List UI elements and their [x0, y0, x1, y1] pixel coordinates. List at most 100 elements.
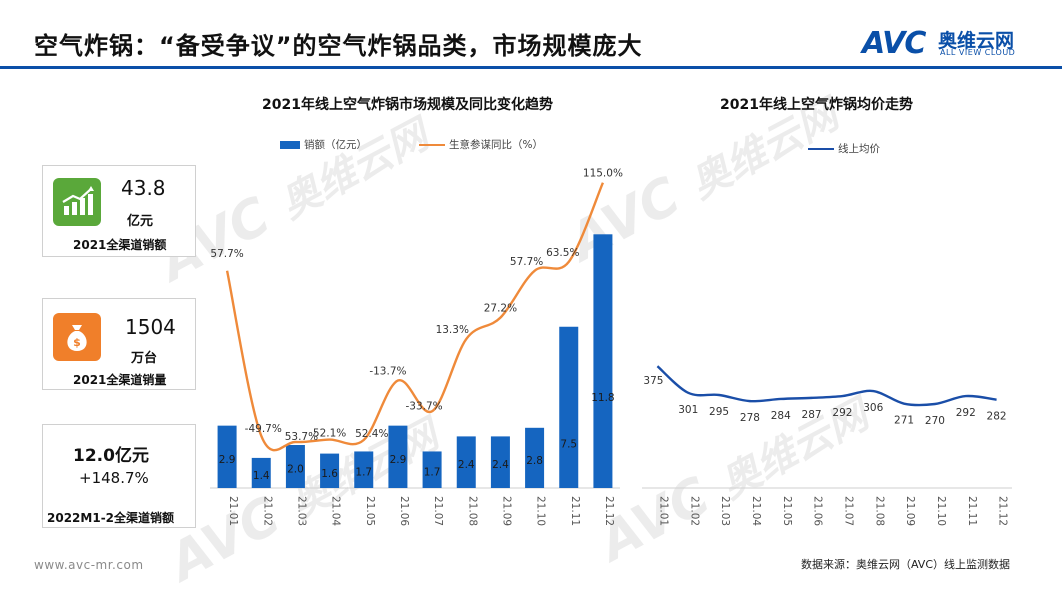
kpi-label: 2021全渠道销量: [73, 373, 167, 387]
kpi-value: 43.8: [121, 176, 166, 200]
x-tick-label: 21.09: [904, 496, 916, 526]
avg-price-chart: 21.01 21.02 21.03 21.04 21.05 21.06 21.07 21.08…: [642, 365, 1012, 526]
bar: [525, 427, 545, 488]
x-tick-label: 21.02: [688, 496, 700, 526]
bar-value-label: 2.9: [219, 454, 236, 466]
x-tick-label: 21.03: [295, 496, 307, 526]
legend-item-sales: 销额（亿元）: [304, 139, 367, 151]
bar-value-label: 1.4: [253, 470, 270, 482]
chart-legend: 销额（亿元） 生意参谋同比（%）: [280, 137, 543, 152]
bar-value-label: 11.8: [591, 392, 614, 404]
chart-title: 2021年线上空气炸锅均价走势: [720, 97, 913, 113]
kpi-value: 1504: [125, 315, 176, 339]
x-tick-label: 21.01: [227, 496, 239, 526]
x-tick-label: 21.04: [330, 496, 342, 526]
yoy-point-label: 115.0%: [583, 168, 623, 180]
bar: [456, 436, 476, 488]
yoy-point-label: 53.7%: [285, 431, 318, 443]
x-tick-label: 21.06: [812, 496, 824, 526]
kpi-label: 2021全渠道销额: [73, 238, 167, 252]
x-tick-label: 21.07: [432, 496, 444, 526]
bar-value-label: 1.6: [321, 468, 338, 480]
x-tick-label: 21.05: [364, 496, 376, 526]
kpi-card-sales-value: 43.8 亿元 2021全渠道销额: [42, 165, 196, 257]
price-point-label: 282: [987, 411, 1007, 423]
logo-english-name: ALL VIEW CLOUD: [940, 48, 1016, 57]
bar: [559, 326, 579, 488]
x-tick-label: 21.02: [261, 496, 273, 526]
legend-swatch-bar: [280, 140, 300, 149]
bar-value-label: 1.7: [424, 467, 441, 479]
x-tick-label: 21.12: [997, 496, 1009, 526]
kpi-value: 12.0亿元: [73, 446, 149, 466]
x-tick-label: 21.01: [657, 496, 669, 526]
bar: [388, 425, 408, 488]
legend-item-yoy: 生意参谋同比（%）: [449, 139, 543, 151]
kpi-unit: 亿元: [127, 214, 154, 229]
yoy-point-label: 63.5%: [546, 247, 579, 259]
price-point-label: 270: [925, 415, 945, 427]
kpi-unit: 万台: [131, 351, 158, 366]
market-size-chart: 2.9 21.01 1.4 21.02 2.0 21.03 1.6 21.04 1.7 21.05…: [210, 168, 623, 526]
header-divider: [0, 66, 1062, 69]
bar-value-label: 7.5: [560, 438, 577, 450]
bar: [251, 457, 271, 488]
x-tick-label: 21.04: [750, 496, 762, 526]
data-source-note: 数据来源：奥维云网（AVC）线上监测数据: [800, 558, 1010, 571]
svg-text:$: $: [73, 336, 81, 349]
x-tick-label: 21.09: [500, 496, 512, 526]
kpi-card-sales-volume: $ 1504 万台 2021全渠道销量: [42, 298, 196, 390]
price-point-label: 287: [802, 409, 822, 421]
kpi-growth: +148.7%: [79, 469, 149, 487]
price-point-label: 292: [832, 407, 852, 419]
bar: [217, 425, 237, 488]
bar-value-label: 2.4: [458, 459, 475, 471]
chart-legend: 线上均价: [808, 141, 880, 156]
logo-mark: AVC: [862, 26, 926, 61]
x-tick-label: 21.08: [873, 496, 885, 526]
brand-logo: AVC 奥维云网 ALL VIEW CLOUD: [862, 26, 1034, 61]
legend-swatch-line: [808, 147, 834, 150]
footer-url: www.avc-mr.com: [34, 558, 144, 572]
money-bag-icon: $: [53, 313, 101, 361]
yoy-point-label: 52.1%: [313, 428, 346, 440]
x-tick-label: 21.11: [569, 496, 581, 526]
x-tick-label: 21.12: [603, 496, 615, 526]
price-point-label: 284: [771, 410, 791, 422]
price-point-label: 306: [863, 402, 883, 414]
yoy-point-label: -33.7%: [406, 400, 443, 412]
price-point-label: 375: [643, 375, 663, 387]
price-point-label: 292: [956, 407, 976, 419]
yoy-point-label: 52.4%: [355, 428, 388, 440]
x-tick-label: 21.11: [966, 496, 978, 526]
yoy-point-label: 27.2%: [484, 303, 517, 315]
x-tick-label: 21.03: [719, 496, 731, 526]
price-point-label: 271: [894, 415, 914, 427]
x-tick-label: 21.10: [935, 496, 947, 526]
bar-value-label: 2.8: [526, 455, 543, 467]
avg-price-line: [656, 365, 997, 407]
bar: [490, 436, 510, 488]
yoy-point-label: -49.7%: [245, 423, 282, 435]
bar-value-label: 1.7: [355, 467, 372, 479]
bar: [320, 453, 340, 488]
yoy-line: [225, 182, 605, 452]
bar-value-label: 2.4: [492, 459, 509, 471]
bar: [593, 234, 613, 488]
x-tick-label: 21.07: [842, 496, 854, 526]
x-tick-label: 21.06: [398, 496, 410, 526]
kpi-label: 2022M1-2全渠道销额: [47, 511, 175, 525]
yoy-point-label: 13.3%: [436, 324, 469, 336]
bar: [354, 451, 374, 488]
bar: [422, 451, 442, 488]
x-tick-label: 21.10: [535, 496, 547, 526]
price-point-label: 295: [709, 406, 729, 418]
bar-value-label: 2.9: [390, 454, 407, 466]
yoy-point-label: 57.7%: [510, 256, 543, 268]
chart-title: 2021年线上空气炸锅市场规模及同比变化趋势: [262, 97, 553, 113]
kpi-card-2022-sales: 12.0亿元 +148.7% 2022M1-2全渠道销额: [42, 424, 196, 528]
bar-value-label: 2.0: [287, 464, 304, 476]
chart-up-icon: [53, 178, 101, 226]
price-point-label: 301: [678, 404, 698, 416]
yoy-point-label: 57.7%: [210, 248, 243, 260]
